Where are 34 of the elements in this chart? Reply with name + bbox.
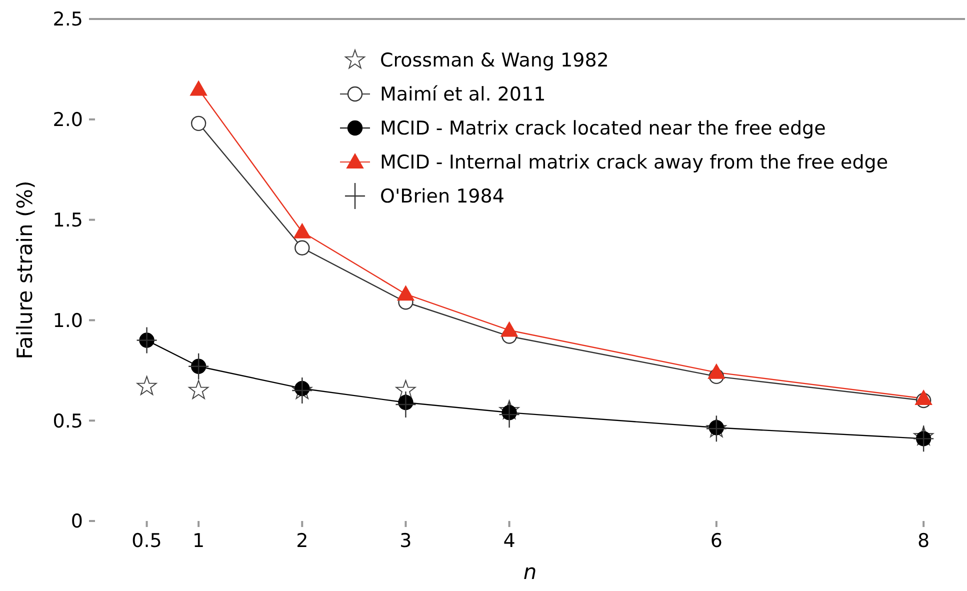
point: [914, 426, 934, 452]
point: [397, 286, 414, 301]
y-tick-label: 2.5: [52, 8, 83, 31]
point: [499, 402, 520, 428]
legend-label: O'Brien 1984: [380, 186, 504, 208]
x-tick-label: 3: [400, 530, 412, 552]
legend-label: MCID - Internal matrix crack away from the free edge: [380, 152, 888, 174]
point: [294, 240, 310, 256]
point: [188, 380, 209, 400]
y-axis-title: Failure strain (%): [13, 180, 37, 360]
y-tick-label: 1.5: [52, 209, 83, 232]
x-tick-label: 8: [918, 530, 930, 552]
y-tick-label: 0.5: [52, 410, 83, 432]
point: [294, 223, 311, 238]
y-tick-label: 0: [70, 510, 83, 533]
point: [915, 390, 932, 406]
point: [136, 327, 157, 354]
legend-label: Maimí et al. 2011: [380, 84, 546, 106]
point: [190, 80, 208, 96]
legend-label: Crossman & Wang 1982: [380, 50, 609, 72]
y-tick-label: 1.0: [52, 310, 83, 332]
x-axis-title: n: [523, 560, 537, 584]
y-tick-label: 2.0: [52, 109, 83, 132]
x-tick-label: 4: [503, 530, 516, 552]
point: [396, 392, 416, 418]
point: [708, 364, 725, 379]
point: [136, 376, 157, 396]
legend-label: MCID - Matrix crack located near the free edge: [380, 118, 826, 140]
x-tick-label: 1: [192, 530, 205, 552]
x-tick-label: 6: [710, 530, 722, 552]
x-tick-label: 0.5: [132, 530, 162, 552]
point: [500, 322, 518, 337]
point: [190, 116, 206, 132]
x-tick-label: 2: [296, 530, 308, 552]
